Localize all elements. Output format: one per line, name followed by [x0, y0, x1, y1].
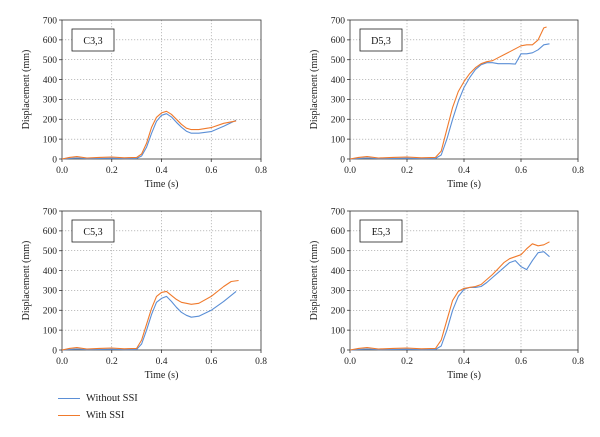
x-tick-label: 0.8: [255, 357, 267, 367]
y-tick-label: 400: [43, 76, 58, 86]
x-tick-label: 0.6: [515, 166, 527, 176]
panel-label: E5,3: [372, 227, 391, 238]
series-line-with-ssi: [349, 241, 550, 351]
legend-item-without-ssi: Without SSI: [58, 390, 138, 407]
x-tick-label: 0.8: [572, 166, 584, 176]
chart-panel-1: 0 100 200 300 400 500 600 700 0.0 0.2 0.4 0.6 0.8 Tim…: [21, 16, 267, 190]
y-tick-label: 100: [43, 326, 58, 336]
x-tick-label: 0.0: [344, 166, 356, 176]
x-axis-label: Time (s): [145, 370, 179, 381]
x-tick-label: 0.2: [106, 166, 118, 176]
legend-item-with-ssi: With SSI: [58, 407, 138, 424]
y-tick-label: 600: [331, 36, 346, 46]
series-line-with-ssi: [61, 279, 239, 351]
x-tick-label: 0.0: [56, 166, 68, 176]
y-tick-label: 700: [331, 16, 346, 26]
y-tick-label: 200: [43, 307, 58, 317]
x-tick-label: 0.4: [156, 166, 168, 176]
panel-label: C3,3: [83, 36, 102, 47]
panel-label-box: [359, 219, 403, 243]
x-tick-label: 0.8: [255, 166, 267, 176]
y-tick-label: 100: [43, 135, 58, 145]
y-tick-label: 0: [52, 155, 57, 165]
panel-label-box: [71, 28, 115, 52]
y-tick-label: 500: [43, 56, 58, 66]
panel-label-box: [71, 219, 115, 243]
y-tick-label: 500: [331, 247, 346, 257]
y-axis-label: Displacement (mm): [309, 241, 320, 321]
y-tick-label: 300: [331, 96, 346, 106]
y-tick-label: 200: [43, 116, 58, 126]
x-tick-label: 0.4: [156, 357, 168, 367]
y-tick-label: 600: [43, 227, 58, 237]
x-axis-label: Time (s): [447, 370, 481, 381]
panel-label: D5,3: [371, 36, 391, 47]
chart-panel-3: 0 100 200 300 400 500 600 700 0.0 0.2 0.4 0.6 0.8 Tim…: [21, 207, 267, 381]
panel-label-box: [359, 28, 403, 52]
legend-label-without-ssi: Without SSI: [86, 393, 138, 404]
y-tick-label: 500: [43, 247, 58, 257]
series-line-without-ssi: [349, 251, 550, 351]
chart-panel-2: 0 100 200 300 400 500 600 700 0.0 0.2 0.4 0.6 0.8 Tim…: [309, 16, 584, 190]
x-tick-label: 0.6: [205, 357, 217, 367]
y-tick-label: 200: [331, 116, 346, 126]
y-tick-label: 500: [331, 56, 346, 66]
x-tick-label: 0.0: [56, 357, 68, 367]
y-tick-label: 700: [331, 207, 346, 217]
x-tick-label: 0.2: [401, 166, 413, 176]
y-tick-label: 200: [331, 307, 346, 317]
chart-panel-4: 0 100 200 300 400 500 600 700 0.0 0.2 0.4 0.6 0.8 Tim…: [309, 207, 584, 381]
x-tick-label: 0.4: [458, 357, 470, 367]
series-line-without-ssi: [61, 113, 237, 160]
y-tick-label: 0: [340, 155, 345, 165]
legend-line-without-ssi: [58, 398, 80, 399]
legend-label-with-ssi: With SSI: [86, 410, 125, 421]
y-tick-label: 0: [340, 346, 345, 356]
y-tick-label: 400: [331, 76, 346, 86]
x-tick-label: 0.6: [205, 166, 217, 176]
y-tick-label: 700: [43, 207, 58, 217]
x-axis-label: Time (s): [447, 179, 481, 190]
x-tick-label: 0.6: [515, 357, 527, 367]
y-tick-label: 400: [331, 267, 346, 277]
series-line-with-ssi: [61, 110, 237, 160]
y-tick-label: 0: [52, 346, 57, 356]
x-tick-label: 0.2: [401, 357, 413, 367]
series-line-with-ssi: [349, 26, 547, 160]
x-tick-label: 0.8: [572, 357, 584, 367]
y-tick-label: 600: [43, 36, 58, 46]
y-axis-label: Displacement (mm): [21, 241, 32, 321]
y-tick-label: 700: [43, 16, 58, 26]
y-tick-label: 100: [331, 326, 346, 336]
x-tick-label: 0.0: [344, 357, 356, 367]
y-tick-label: 600: [331, 227, 346, 237]
x-axis-label: Time (s): [145, 179, 179, 190]
series-line-without-ssi: [349, 43, 550, 160]
x-tick-label: 0.2: [106, 357, 118, 367]
y-tick-label: 300: [331, 287, 346, 297]
y-tick-label: 300: [43, 287, 58, 297]
y-tick-label: 300: [43, 96, 58, 106]
panel-label: C5,3: [83, 227, 102, 238]
y-axis-label: Displacement (mm): [21, 50, 32, 130]
y-tick-label: 100: [331, 135, 346, 145]
series-line-without-ssi: [61, 290, 237, 351]
y-axis-label: Displacement (mm): [309, 50, 320, 130]
legend-line-with-ssi: [58, 415, 80, 416]
y-tick-label: 400: [43, 267, 58, 277]
legend: Without SSI With SSI: [58, 390, 138, 424]
x-tick-label: 0.4: [458, 166, 470, 176]
